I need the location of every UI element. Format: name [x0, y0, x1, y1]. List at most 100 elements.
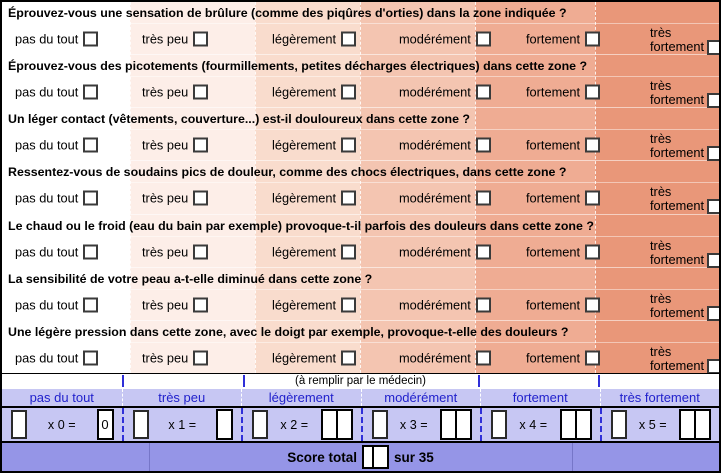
answer-checkbox-tr-s-peu[interactable]	[193, 137, 209, 153]
answer-checkbox-l-g-rement[interactable]	[341, 297, 357, 313]
answer-option-label: très peu	[142, 84, 189, 100]
answer-checkbox-tr-s-peu[interactable]	[193, 84, 209, 100]
answer-checkbox-fortement[interactable]	[585, 190, 601, 206]
answer-checkbox-pas-du-tout[interactable]	[83, 31, 99, 47]
score-entry-box[interactable]	[694, 409, 711, 440]
answer-checkbox-l-g-rement[interactable]	[341, 190, 357, 206]
answer-option: modérément	[399, 350, 491, 366]
answer-option-label: très fortement	[650, 78, 705, 108]
question-text: Éprouvez-vous une sensation de brûlure (…	[8, 6, 567, 20]
question-text: La sensibilité de votre peau a-t-elle di…	[8, 271, 373, 286]
score-entry-box[interactable]: 0	[96, 409, 114, 440]
score-total-box[interactable]	[372, 445, 389, 469]
answer-checkbox-tr-s-fortement[interactable]	[707, 252, 719, 268]
answer-checkbox-mod-r-ment[interactable]	[475, 31, 491, 47]
column-divider-line	[243, 375, 245, 387]
score-column-header: très peu	[121, 389, 242, 406]
score-entry-box[interactable]	[216, 409, 233, 440]
answer-option: très peu	[142, 84, 209, 100]
score-multiplier-row: x 0 = 0 x 1 = x 2 = x 3 = x 4 = x 5 =	[2, 406, 719, 443]
answer-option-label: fortement	[526, 297, 581, 313]
answer-checkbox-l-g-rement[interactable]	[341, 84, 357, 100]
answer-option-label: modérément	[399, 137, 471, 153]
answer-checkbox-tr-s-peu[interactable]	[193, 190, 209, 206]
answer-checkbox-tr-s-fortement[interactable]	[707, 146, 719, 162]
answer-option-label: modérément	[399, 84, 471, 100]
answer-checkbox-tr-s-peu[interactable]	[193, 31, 209, 47]
multiplier-cell: x 3 =	[360, 408, 481, 441]
answer-option-label: pas du tout	[15, 137, 79, 153]
answer-checkbox-tr-s-peu[interactable]	[193, 244, 209, 260]
answer-checkbox-mod-r-ment[interactable]	[475, 297, 491, 313]
score-entry-box[interactable]	[335, 409, 353, 440]
answer-checkbox-fortement[interactable]	[585, 244, 601, 260]
answer-option: très fortement	[650, 237, 719, 268]
answer-count-box[interactable]	[252, 410, 268, 439]
answer-option-label: très fortement	[650, 237, 705, 267]
multiplier-label: x 3 =	[399, 417, 428, 432]
answer-option: pas du tout	[15, 350, 99, 366]
answer-checkbox-l-g-rement[interactable]	[341, 244, 357, 260]
answer-checkbox-tr-s-fortement[interactable]	[707, 93, 719, 109]
answer-checkbox-mod-r-ment[interactable]	[475, 244, 491, 260]
answer-checkbox-l-g-rement[interactable]	[341, 31, 357, 47]
answer-checkbox-pas-du-tout[interactable]	[83, 350, 99, 366]
answer-checkbox-fortement[interactable]	[585, 84, 601, 100]
question-list: Éprouvez-vous une sensation de brûlure (…	[2, 2, 719, 374]
column-divider-line	[478, 375, 480, 387]
multiplier-cell: x 5 =	[599, 408, 720, 441]
score-column-header: pas du tout	[29, 390, 94, 405]
answer-checkbox-mod-r-ment[interactable]	[475, 190, 491, 206]
answer-option: fortement	[526, 350, 601, 366]
answer-checkbox-fortement[interactable]	[585, 31, 601, 47]
answer-option: modérément	[399, 244, 491, 260]
answer-checkbox-fortement[interactable]	[585, 350, 601, 366]
result-boxes	[216, 409, 233, 440]
question-block: La sensibilité de votre peau a-t-elle di…	[2, 266, 719, 321]
answer-count-box[interactable]	[11, 410, 27, 439]
multiplier-label: x 2 =	[280, 417, 309, 432]
answer-checkbox-pas-du-tout[interactable]	[83, 84, 99, 100]
answer-count-box[interactable]	[371, 410, 388, 439]
answer-option-label: très peu	[142, 297, 189, 313]
answer-checkbox-tr-s-fortement[interactable]	[707, 40, 719, 55]
answer-checkbox-l-g-rement[interactable]	[341, 137, 357, 153]
answer-checkbox-tr-s-peu[interactable]	[193, 350, 209, 366]
answer-count-box[interactable]	[491, 410, 507, 439]
answer-option-label: très peu	[142, 137, 189, 153]
answer-checkbox-pas-du-tout[interactable]	[83, 137, 99, 153]
answer-option-label: très peu	[142, 190, 189, 206]
answer-checkbox-tr-s-peu[interactable]	[193, 297, 209, 313]
answer-checkbox-tr-s-fortement[interactable]	[707, 199, 719, 215]
answer-count-box[interactable]	[610, 410, 627, 439]
intensity-band-6	[595, 2, 719, 373]
answer-option: fortement	[526, 31, 601, 47]
answer-option-label: légèrement	[272, 350, 337, 366]
answer-option: très peu	[142, 350, 209, 366]
answer-checkbox-mod-r-ment[interactable]	[475, 137, 491, 153]
answer-checkbox-fortement[interactable]	[585, 297, 601, 313]
answer-count-box[interactable]	[132, 410, 149, 439]
answer-checkbox-pas-du-tout[interactable]	[83, 190, 99, 206]
answer-checkbox-tr-s-fortement[interactable]	[707, 305, 719, 321]
answer-option: modérément	[399, 297, 491, 313]
answer-checkbox-pas-du-tout[interactable]	[83, 297, 99, 313]
answer-checkbox-tr-s-fortement[interactable]	[707, 358, 719, 374]
answer-checkbox-mod-r-ment[interactable]	[475, 84, 491, 100]
answer-checkbox-l-g-rement[interactable]	[341, 350, 357, 366]
score-row-divider	[149, 443, 150, 471]
answer-option-label: légèrement	[272, 244, 337, 260]
answer-option: pas du tout	[15, 137, 99, 153]
answer-option: pas du tout	[15, 244, 99, 260]
answer-option-label: modérément	[399, 244, 471, 260]
answer-option: pas du tout	[15, 84, 99, 100]
answer-checkbox-pas-du-tout[interactable]	[83, 244, 99, 260]
answer-checkbox-mod-r-ment[interactable]	[475, 350, 491, 366]
answer-option-label: très peu	[142, 350, 189, 366]
score-column-header: modérément	[360, 389, 481, 406]
score-entry-box[interactable]	[574, 409, 592, 440]
answer-checkbox-fortement[interactable]	[585, 137, 601, 153]
score-entry-box[interactable]	[455, 409, 472, 440]
answer-row: pas du tout très peu légèrement modérément f…	[2, 129, 719, 162]
